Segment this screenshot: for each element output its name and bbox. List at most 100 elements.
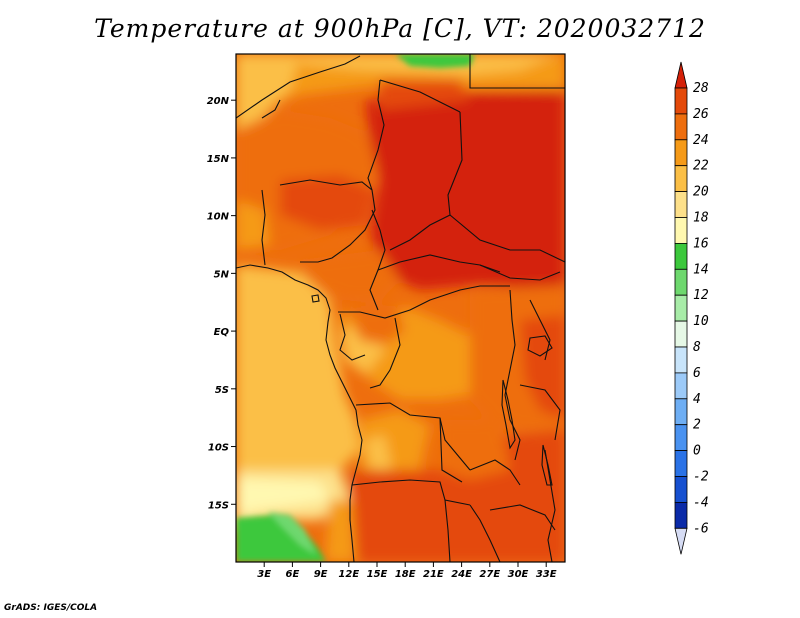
field-west-hot: [280, 175, 375, 230]
x-tick-label: 12E: [338, 569, 359, 580]
colorbar-box: [674, 398, 688, 426]
colorbar-box: [674, 242, 688, 270]
colorbar-top-cap: [674, 61, 688, 89]
chart-title: Temperature at 900hPa [C], VT: 202003271…: [94, 14, 706, 43]
border-benin-togo: [261, 189, 266, 266]
y-tick-label: EQ: [214, 327, 230, 338]
map-boundaries: [236, 54, 565, 562]
border-congo-drc: [369, 317, 401, 389]
border-angola-zambia: [439, 417, 463, 483]
colorbar-box: [674, 217, 688, 244]
x-tick-label: 3E: [257, 569, 271, 580]
x-tick-label: 18E: [395, 569, 416, 580]
y-tick-label: 15N: [207, 154, 230, 165]
border-libya-egypt: [469, 54, 565, 89]
colorbar-label: 6: [693, 366, 701, 381]
border-uganda-kenya: [529, 299, 551, 361]
border-mali-niger: [261, 99, 281, 119]
colorbar-label: -6: [693, 521, 709, 536]
colorbar-box: [674, 191, 688, 218]
colorbar-label: 10: [693, 314, 709, 329]
colorbar-label: 24: [693, 133, 709, 148]
field-sa-pale: [236, 478, 330, 515]
colorbar-box: [674, 346, 688, 374]
colorbar-label: 4: [693, 392, 701, 407]
temperature-field: [236, 54, 565, 562]
colorbar-label: 0: [693, 444, 701, 459]
y-tick-label: 15S: [208, 500, 229, 511]
x-axis-ticks: 3E 6E 9E 12E 15E 18E 21E 24E 27E 30E 33E: [257, 562, 557, 580]
x-tick-label: 33E: [536, 569, 557, 580]
border-nigeria: [279, 179, 376, 263]
colorbar-label: 12: [693, 288, 709, 303]
border-gabon: [339, 313, 366, 361]
field-cameroon: [300, 250, 400, 300]
colorbar-box: [674, 87, 688, 115]
y-tick-label: 10N: [207, 212, 230, 223]
colorbar-label: -4: [693, 495, 709, 510]
colorbar-label: 26: [693, 107, 709, 122]
border-namibia-botswana: [444, 499, 451, 562]
border-niger-chad: [367, 79, 385, 191]
x-tick-label: 27E: [479, 569, 500, 580]
colorbar-label: 8: [693, 340, 701, 355]
colorbar-box: [674, 139, 688, 167]
border-cameroon-car: [369, 209, 386, 311]
lake-victoria: [527, 335, 553, 357]
field-namibia-coast: [325, 500, 356, 562]
field-green-south-light: [268, 512, 316, 555]
border-tanzania: [519, 384, 561, 441]
border-congo-north: [338, 285, 510, 319]
x-tick-label: 9E: [314, 569, 328, 580]
border-botswana: [469, 504, 501, 562]
x-tick-label: 30E: [508, 569, 529, 580]
border-sudan-ssudan: [449, 214, 565, 263]
y-tick-label: 5N: [214, 269, 230, 280]
colorbar-box: [674, 501, 688, 529]
colorbar-label: 14: [693, 262, 709, 277]
y-axis-ticks: 20N 15N 10N 5N EQ 5S 10S 15S: [207, 96, 236, 511]
border-zimbabwe: [489, 504, 556, 531]
colorbar-box: [674, 372, 688, 400]
lake-tanganyika: [501, 379, 516, 450]
map-frame: [235, 53, 566, 563]
field-nw-lighter: [236, 54, 300, 130]
border-zambia-east: [469, 459, 521, 486]
border-ssudan-south: [479, 264, 561, 281]
field-sudan-core: [365, 90, 565, 290]
border-mozambique: [544, 449, 556, 562]
y-tick-label: 5S: [215, 385, 229, 396]
colorbar-label: 18: [693, 211, 709, 226]
field-gabon-orange: [350, 305, 405, 345]
colorbar-box: [674, 294, 688, 322]
colorbar-box: [674, 268, 688, 296]
colorbar-box: [674, 450, 688, 477]
y-tick-label: 10S: [208, 443, 229, 454]
colorbar-label: 22: [693, 159, 709, 174]
colorbar-bottom-cap: [674, 527, 688, 555]
field-green-south: [236, 515, 326, 562]
x-tick-label: 24E: [451, 569, 472, 580]
colorbar-box: [674, 320, 688, 348]
field-green-north: [395, 54, 475, 68]
field-coast-west: [236, 200, 270, 250]
grads-credit: GrADS: IGES/COLA: [4, 603, 98, 613]
border-libya-chad: [379, 79, 461, 113]
lake-malawi: [541, 444, 553, 486]
colorbar-box: [674, 165, 688, 192]
field-zambia: [440, 420, 510, 480]
colorbar-label: 16: [693, 236, 709, 251]
colorbar-label: 20: [693, 185, 709, 200]
colorbar-label: 28: [693, 81, 709, 96]
field-south-interior: [350, 470, 490, 562]
colorbar-label: -2: [693, 470, 709, 485]
border-algeria-niger: [236, 55, 361, 119]
field-angola-yellow: [365, 435, 392, 478]
x-tick-label: 21E: [423, 569, 444, 580]
border-angola-south: [351, 479, 471, 506]
field-east-hot: [520, 315, 565, 420]
colorbar-box: [674, 424, 688, 452]
border-east-lakes: [504, 289, 521, 461]
island-bioko: [311, 294, 320, 303]
